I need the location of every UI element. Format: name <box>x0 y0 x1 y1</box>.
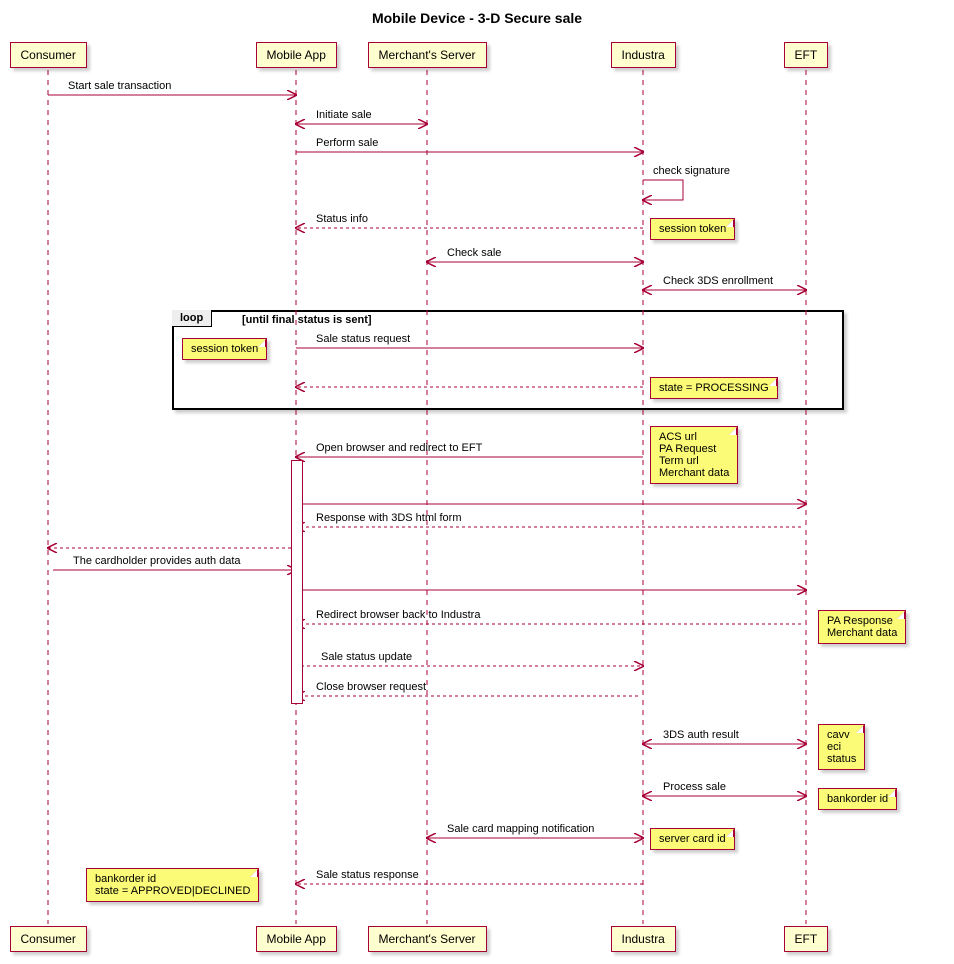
message-label: Initiate sale <box>316 109 372 121</box>
message-label: check signature <box>653 165 730 177</box>
message-label: Close browser request <box>316 681 426 693</box>
actor-mobileapp: Mobile App <box>256 42 337 68</box>
message-label: 3DS auth result <box>663 729 739 741</box>
actor-consumer: Consumer <box>10 42 87 68</box>
message-label: Sale status request <box>316 333 410 345</box>
actor-eft: EFT <box>784 42 829 68</box>
actor-mobileapp: Mobile App <box>256 926 337 952</box>
message-label: Process sale <box>663 781 726 793</box>
note: bankorder id <box>818 788 897 810</box>
message-label: Perform sale <box>316 137 378 149</box>
note: server card id <box>650 828 735 850</box>
note: state = PROCESSING <box>650 377 778 399</box>
message-label: Sale status response <box>316 869 419 881</box>
note: session token <box>182 338 267 360</box>
note: PA ResponseMerchant data <box>818 610 906 644</box>
message-label: Response with 3DS html form <box>316 512 462 524</box>
actor-consumer: Consumer <box>10 926 87 952</box>
sequence-svg <box>0 0 954 964</box>
actor-merchant: Merchant's Server <box>368 42 487 68</box>
message-label: The cardholder provides auth data <box>73 555 241 567</box>
note: bankorder idstate = APPROVED|DECLINED <box>86 868 259 902</box>
message-label: Check sale <box>447 247 501 259</box>
note: ACS urlPA RequestTerm urlMerchant data <box>650 426 738 484</box>
message-label: Status info <box>316 213 368 225</box>
actor-industra: Industra <box>611 926 676 952</box>
note: cavvecistatus <box>818 724 865 770</box>
message-label: Open browser and redirect to EFT <box>316 442 482 454</box>
actor-eft: EFT <box>784 926 829 952</box>
actor-merchant: Merchant's Server <box>368 926 487 952</box>
message-label: Sale card mapping notification <box>447 823 594 835</box>
actor-industra: Industra <box>611 42 676 68</box>
message-label: Check 3DS enrollment <box>663 275 773 287</box>
activation-bar <box>291 460 303 704</box>
message-label: Sale status update <box>321 651 412 663</box>
message-label: Start sale transaction <box>68 80 171 92</box>
note: session token <box>650 218 735 240</box>
message-label: Redirect browser back to Industra <box>316 609 480 621</box>
